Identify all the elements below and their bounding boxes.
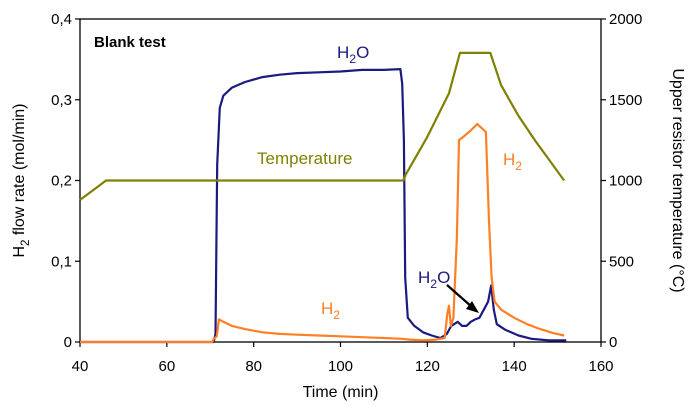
y-left-tick-label: 0: [64, 334, 72, 351]
y-left-tick-label: 0,1: [51, 253, 72, 270]
y-right-tick-label: 0: [609, 334, 617, 351]
y-left-axis-label: H2 flow rate (mol/min): [11, 104, 32, 258]
y-left-axis-label-group: H2 flow rate (mol/min): [11, 104, 32, 258]
y-left-tick-label: 0,2: [51, 173, 72, 190]
annotation-h2o-top: H2O: [337, 43, 369, 66]
series-line-h2: [80, 122, 565, 344]
x-axis-label: Time (min): [303, 384, 379, 401]
y-left-tick-label: 0,3: [51, 92, 72, 109]
annotation-h2-left: H2: [321, 299, 340, 322]
x-tick-label: 140: [502, 358, 527, 375]
axes: 40 60 80 100 120 140 160 0 0,1 0,2 0,3 0,4 0 500 1000 1…: [51, 11, 642, 375]
series-layer: [79, 51, 567, 344]
x-tick-label: 100: [328, 358, 353, 375]
x-tick-label: 120: [415, 358, 440, 375]
annotation-blank-test: Blank test: [94, 34, 166, 51]
x-tick-label: 40: [72, 358, 89, 375]
y-right-tick-label: 2000: [609, 11, 642, 28]
y-right-tick-label: 500: [609, 253, 634, 270]
annotation-h2-right: H2: [503, 150, 522, 173]
x-tick-label: 60: [158, 358, 175, 375]
annotation-arrow-shaft: [446, 284, 473, 308]
y-right-axis-label: Upper resistor temperature (°C): [669, 68, 686, 292]
y-right-axis-label-group: Upper resistor temperature (°C): [669, 68, 686, 292]
y-left-tick-label: 0,4: [51, 11, 72, 28]
y-right-tick-label: 1500: [609, 92, 642, 109]
x-tick-label: 160: [588, 358, 613, 375]
annotation-arrow-head: [466, 301, 479, 313]
labels: Time (min) H2 flow rate (mol/min) Upper re…: [11, 34, 686, 401]
x-tick-label: 80: [245, 358, 262, 375]
annotation-temperature: Temperature: [257, 149, 352, 168]
annotation-h2o-arrow: H2O: [418, 268, 450, 291]
series-line-h2o: [80, 67, 567, 344]
y-right-tick-label: 1000: [609, 173, 642, 190]
series-line-temperature: [79, 51, 565, 201]
